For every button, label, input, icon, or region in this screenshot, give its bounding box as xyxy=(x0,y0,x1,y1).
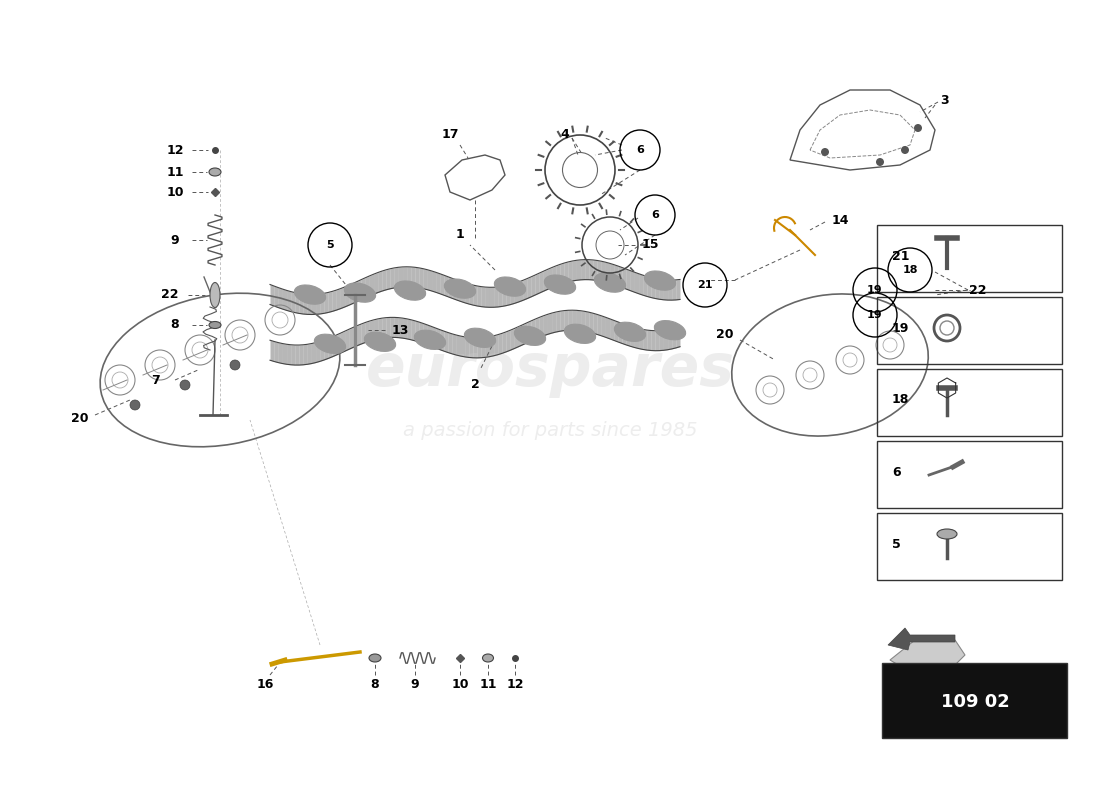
Bar xyxy=(882,663,1067,738)
Ellipse shape xyxy=(364,332,396,351)
Circle shape xyxy=(876,158,884,166)
Bar xyxy=(877,441,1062,508)
Text: 12: 12 xyxy=(506,678,524,691)
Text: 19: 19 xyxy=(892,322,910,334)
Circle shape xyxy=(914,124,922,132)
Text: 13: 13 xyxy=(392,323,409,337)
Text: 5: 5 xyxy=(327,240,333,250)
Ellipse shape xyxy=(515,326,546,346)
Ellipse shape xyxy=(483,654,494,662)
Ellipse shape xyxy=(415,330,446,350)
Text: 14: 14 xyxy=(832,214,849,226)
Text: 19: 19 xyxy=(867,310,883,320)
Ellipse shape xyxy=(594,273,626,292)
Text: eurospares: eurospares xyxy=(365,342,735,398)
Bar xyxy=(877,225,1062,292)
Polygon shape xyxy=(888,628,955,650)
Polygon shape xyxy=(890,640,965,672)
Circle shape xyxy=(230,360,240,370)
Ellipse shape xyxy=(937,529,957,539)
Bar xyxy=(877,297,1062,364)
Text: 9: 9 xyxy=(170,234,179,246)
Circle shape xyxy=(180,380,190,390)
Text: 1: 1 xyxy=(455,229,464,242)
Text: 17: 17 xyxy=(441,129,459,142)
Text: a passion for parts since 1985: a passion for parts since 1985 xyxy=(403,421,697,439)
Text: 22: 22 xyxy=(969,283,987,297)
Ellipse shape xyxy=(654,321,685,340)
Ellipse shape xyxy=(544,275,575,294)
Text: 19: 19 xyxy=(867,285,883,295)
Text: 3: 3 xyxy=(940,94,949,106)
Ellipse shape xyxy=(444,279,475,298)
Text: 6: 6 xyxy=(651,210,659,220)
Text: 21: 21 xyxy=(892,250,910,262)
Ellipse shape xyxy=(295,285,326,304)
Ellipse shape xyxy=(210,282,220,307)
Text: 6: 6 xyxy=(636,145,644,155)
Ellipse shape xyxy=(315,334,345,354)
Text: 4: 4 xyxy=(561,129,570,142)
Circle shape xyxy=(901,146,909,154)
Bar xyxy=(877,369,1062,436)
Text: 5: 5 xyxy=(892,538,901,550)
Bar xyxy=(877,513,1062,580)
Ellipse shape xyxy=(564,324,595,343)
Text: 18: 18 xyxy=(892,394,910,406)
Text: 11: 11 xyxy=(166,166,184,178)
Circle shape xyxy=(821,148,829,156)
Ellipse shape xyxy=(368,654,381,662)
Text: 21: 21 xyxy=(697,280,713,290)
Ellipse shape xyxy=(395,281,426,300)
Text: 2: 2 xyxy=(471,378,480,391)
Ellipse shape xyxy=(209,168,221,176)
Text: 7: 7 xyxy=(151,374,160,386)
Ellipse shape xyxy=(494,277,526,296)
Text: 16: 16 xyxy=(256,678,274,691)
Text: 8: 8 xyxy=(170,318,179,331)
Text: 109 02: 109 02 xyxy=(940,693,1010,711)
Text: 10: 10 xyxy=(451,678,469,691)
Text: 9: 9 xyxy=(410,678,419,691)
Ellipse shape xyxy=(209,322,221,329)
Text: 20: 20 xyxy=(716,329,734,342)
Text: 18: 18 xyxy=(902,265,917,275)
Text: 6: 6 xyxy=(892,466,901,478)
Text: 10: 10 xyxy=(166,186,184,198)
Text: 12: 12 xyxy=(166,143,184,157)
Text: 15: 15 xyxy=(641,238,659,251)
Ellipse shape xyxy=(344,283,375,302)
Ellipse shape xyxy=(464,328,496,347)
Text: 22: 22 xyxy=(162,289,178,302)
Text: 20: 20 xyxy=(72,411,89,425)
Text: 11: 11 xyxy=(480,678,497,691)
Circle shape xyxy=(130,400,140,410)
Ellipse shape xyxy=(645,271,675,290)
Ellipse shape xyxy=(615,322,646,342)
Text: 8: 8 xyxy=(371,678,380,691)
